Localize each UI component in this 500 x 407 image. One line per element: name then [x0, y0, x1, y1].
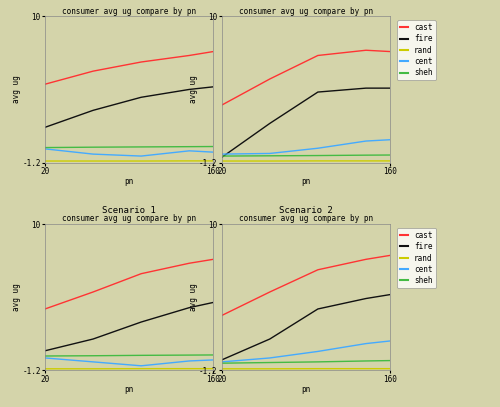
Title: consumer avg ug compare by pn: consumer avg ug compare by pn	[239, 214, 373, 223]
Y-axis label: avg ug: avg ug	[188, 283, 198, 311]
X-axis label: pn: pn	[124, 385, 134, 394]
X-axis label: pn: pn	[301, 385, 310, 394]
X-axis label: pn: pn	[301, 177, 310, 186]
Y-axis label: avg ug: avg ug	[12, 283, 21, 311]
Title: consumer avg ug compare by pn: consumer avg ug compare by pn	[62, 7, 196, 15]
X-axis label: pn: pn	[124, 177, 134, 186]
Title: consumer avg ug compare by pn: consumer avg ug compare by pn	[62, 214, 196, 223]
Legend: cast, fire, rand, cent, sheh: cast, fire, rand, cent, sheh	[397, 20, 436, 80]
Y-axis label: avg ug: avg ug	[188, 76, 198, 103]
Title: consumer avg ug compare by pn: consumer avg ug compare by pn	[239, 7, 373, 15]
Y-axis label: avg ug: avg ug	[12, 76, 21, 103]
Text: Scenario 1: Scenario 1	[102, 206, 156, 215]
Text: Scenario 2: Scenario 2	[279, 206, 332, 215]
Legend: cast, fire, rand, cent, sheh: cast, fire, rand, cent, sheh	[397, 228, 436, 288]
